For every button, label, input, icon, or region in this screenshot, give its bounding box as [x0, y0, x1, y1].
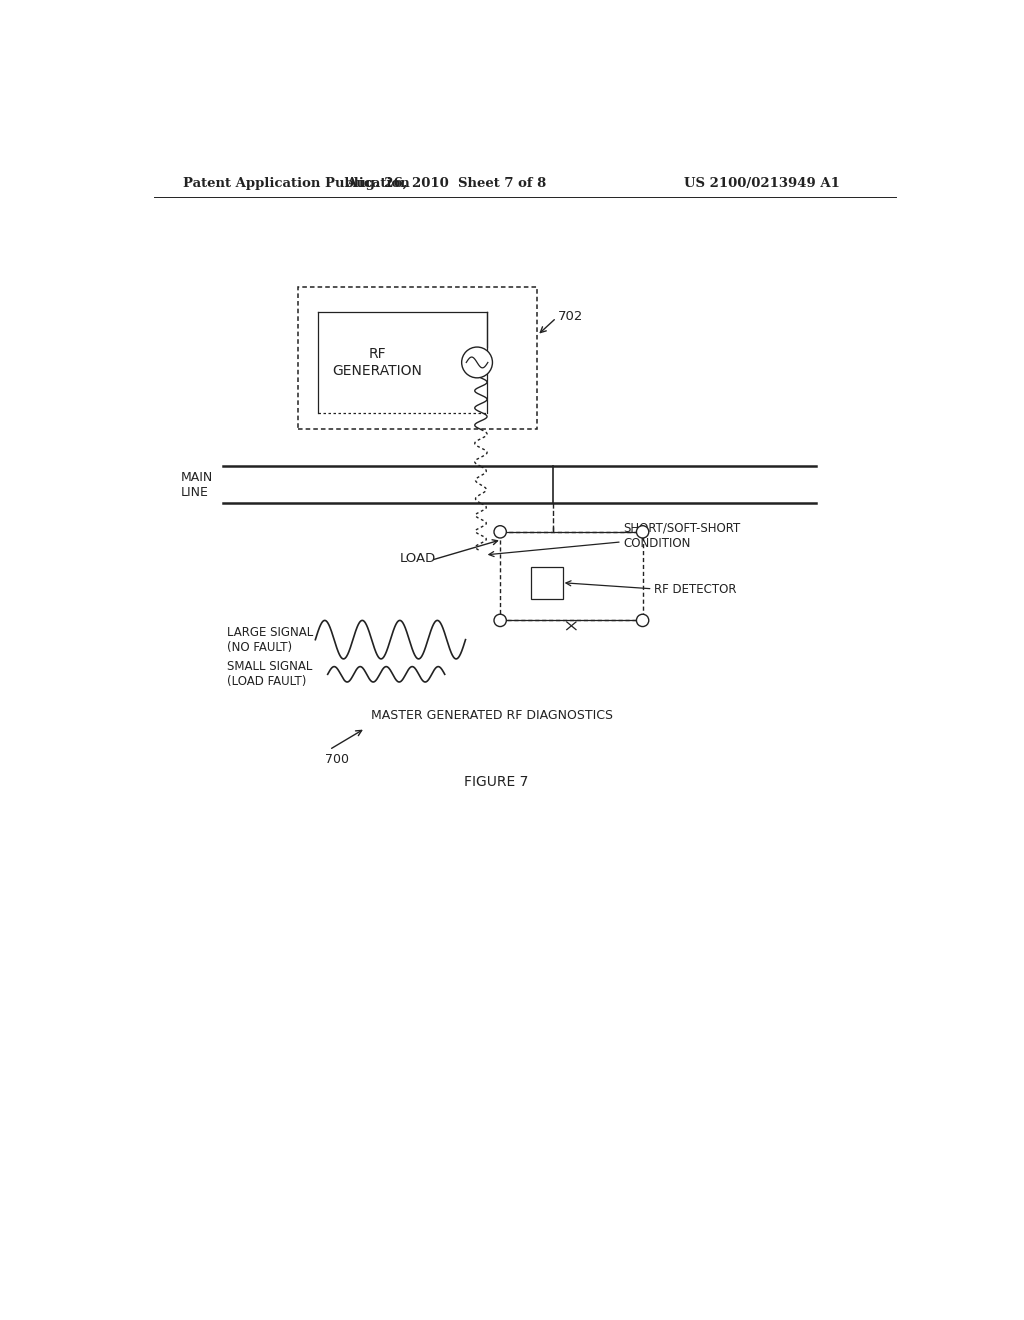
- Text: 700: 700: [325, 752, 348, 766]
- Circle shape: [462, 347, 493, 378]
- Text: Patent Application Publication: Patent Application Publication: [183, 177, 410, 190]
- Bar: [531, 566, 563, 599]
- Text: LARGE SIGNAL
(NO FAULT): LARGE SIGNAL (NO FAULT): [226, 626, 313, 653]
- Text: 702: 702: [558, 310, 584, 323]
- Text: RF DETECTOR: RF DETECTOR: [654, 583, 736, 597]
- Circle shape: [494, 614, 506, 627]
- Circle shape: [637, 525, 649, 539]
- Text: LOAD: LOAD: [400, 552, 436, 565]
- Bar: [500, 532, 643, 620]
- Text: SMALL SIGNAL
(LOAD FAULT): SMALL SIGNAL (LOAD FAULT): [226, 660, 312, 688]
- Text: FIGURE 7: FIGURE 7: [464, 775, 528, 789]
- Circle shape: [637, 614, 649, 627]
- Bar: [298, 286, 538, 429]
- Text: MASTER GENERATED RF DIAGNOSTICS: MASTER GENERATED RF DIAGNOSTICS: [372, 709, 613, 722]
- Text: RF
GENERATION: RF GENERATION: [332, 347, 422, 378]
- Text: MAIN
LINE: MAIN LINE: [180, 471, 213, 499]
- Text: Aug. 26, 2010  Sheet 7 of 8: Aug. 26, 2010 Sheet 7 of 8: [346, 177, 547, 190]
- Text: US 2100/0213949 A1: US 2100/0213949 A1: [684, 177, 840, 190]
- Circle shape: [494, 525, 506, 539]
- Text: SHORT/SOFT-SHORT
CONDITION: SHORT/SOFT-SHORT CONDITION: [624, 521, 740, 549]
